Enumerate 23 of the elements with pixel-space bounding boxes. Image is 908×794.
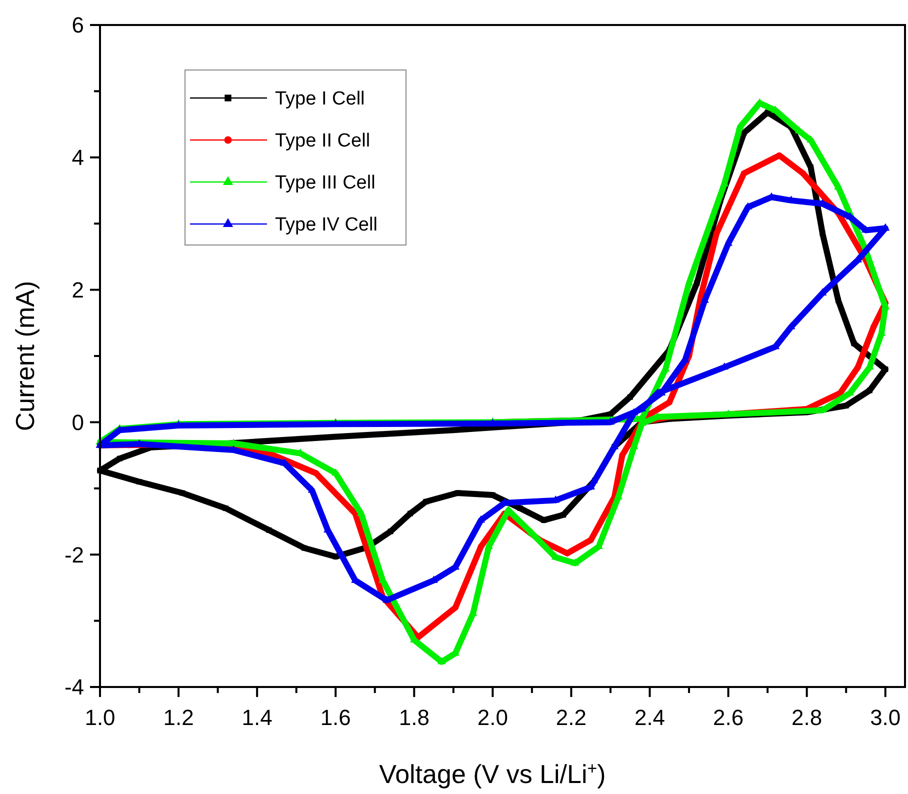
x-tick-label: 2.2: [556, 705, 587, 730]
y-tick-label: 2: [72, 278, 84, 302]
x-tick-label: 1.6: [320, 705, 351, 730]
x-tick-label: 3.0: [870, 705, 901, 730]
legend-label: Type I Cell: [275, 88, 365, 110]
x-tick-label: 2.6: [712, 705, 744, 730]
legend-label: Type IV Cell: [275, 214, 378, 236]
x-tick-label: 2.8: [792, 705, 822, 730]
x-tick-label: 1.4: [242, 705, 272, 730]
y-tick-label: 4: [72, 145, 84, 170]
x-tick-label: 1.0: [84, 705, 116, 730]
y-tick-label: 6: [72, 12, 84, 38]
y-tick-label: 0: [72, 410, 84, 435]
y-tick-label: -2: [64, 542, 84, 568]
x-tick-label: 1.8: [398, 705, 430, 730]
legend-label: Type III Cell: [275, 172, 376, 194]
x-tick-label: 1.2: [163, 705, 194, 730]
x-tick-label: 2.4: [634, 705, 666, 730]
y-axis-title: Current (mA): [10, 280, 40, 432]
x-axis-title: Voltage (V vs Li/Li$^{+}$): [379, 758, 606, 789]
y-tick-label: -4: [64, 674, 84, 700]
legend-label: Type II Cell: [275, 130, 370, 152]
x-tick-label: 2.0: [477, 705, 508, 730]
